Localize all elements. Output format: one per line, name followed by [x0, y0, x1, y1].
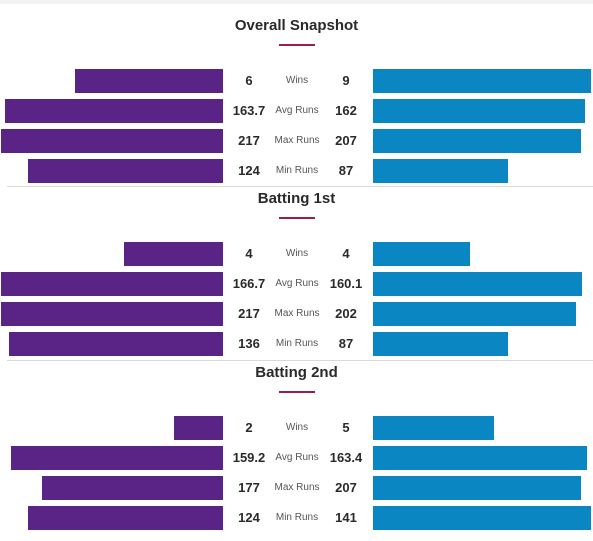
stat-row-wins: 6 Wins 9 [0, 69, 593, 93]
left-team-value: 124 [238, 510, 260, 525]
left-team-bar [28, 506, 223, 530]
stat-row-max-runs: 177 Max Runs 207 [0, 476, 593, 500]
left-team-bar [75, 69, 223, 93]
left-team-value: 6 [245, 73, 253, 88]
right-team-value: 162 [335, 103, 357, 118]
left-team-bar [5, 99, 223, 123]
left-team-bar [28, 159, 223, 183]
stat-label: Max Runs [274, 135, 320, 146]
right-team-bar [373, 446, 587, 470]
stat-label: Max Runs [274, 482, 320, 493]
right-team-value: 141 [335, 510, 357, 525]
section-3: Batting 2nd 2 Wins 5 159.2 Avg Runs 163.4 177 Ma… [0, 361, 593, 531]
left-team-value: 217 [238, 306, 260, 321]
stat-label: Wins [285, 75, 309, 86]
stat-row-min-runs: 136 Min Runs 87 [0, 332, 593, 356]
stat-label: Avg Runs [275, 105, 319, 116]
left-team-bar [11, 446, 223, 470]
right-team-value: 202 [335, 306, 357, 321]
section-title: Batting 2nd [255, 364, 338, 381]
right-team-bar [373, 272, 582, 296]
right-team-bar [373, 302, 576, 326]
stat-label: Max Runs [274, 308, 320, 319]
stat-row-avg-runs: 163.7 Avg Runs 162 [0, 99, 593, 123]
stat-label: Min Runs [275, 338, 319, 349]
right-team-bar [373, 506, 591, 530]
stat-label: Min Runs [275, 512, 319, 523]
right-team-value: 207 [335, 133, 357, 148]
left-team-value: 177 [238, 480, 260, 495]
left-team-bar [174, 416, 223, 440]
section-2: Batting 1st 4 Wins 4 166.7 Avg Runs 160.1 217 Ma… [0, 187, 593, 357]
stat-row-max-runs: 217 Max Runs 202 [0, 302, 593, 326]
left-team-bar [124, 242, 223, 266]
left-team-bar [1, 272, 223, 296]
right-team-bar [373, 129, 581, 153]
stat-row-wins: 4 Wins 4 [0, 242, 593, 266]
section-1: Overall Snapshot 6 Wins 9 163.7 Avg Runs 162 21… [0, 14, 593, 184]
section-title: Overall Snapshot [234, 17, 359, 34]
left-team-bar [9, 332, 223, 356]
top-border [0, 0, 593, 4]
right-team-value: 207 [335, 480, 357, 495]
section-divider [7, 186, 593, 187]
left-team-value: 163.7 [232, 103, 266, 118]
right-team-value: 9 [342, 73, 350, 88]
section-divider [7, 360, 593, 361]
right-team-bar [373, 242, 470, 266]
left-team-value: 4 [245, 246, 253, 261]
left-team-value: 136 [238, 336, 260, 351]
left-team-value: 159.2 [232, 450, 266, 465]
left-team-value: 166.7 [232, 276, 266, 291]
right-team-value: 163.4 [329, 450, 363, 465]
section-title-underline [279, 391, 315, 393]
right-team-bar [373, 159, 508, 183]
left-team-value: 124 [238, 163, 260, 178]
stat-label: Min Runs [275, 165, 319, 176]
left-team-bar [42, 476, 223, 500]
stat-row-avg-runs: 166.7 Avg Runs 160.1 [0, 272, 593, 296]
stat-label: Avg Runs [275, 452, 319, 463]
right-team-bar [373, 99, 585, 123]
right-team-value: 5 [342, 420, 350, 435]
stat-row-max-runs: 217 Max Runs 207 [0, 129, 593, 153]
stat-row-wins: 2 Wins 5 [0, 416, 593, 440]
right-team-value: 87 [338, 163, 354, 178]
right-team-value: 160.1 [329, 276, 363, 291]
stat-label: Wins [285, 248, 309, 259]
section-title-underline [279, 217, 315, 219]
right-team-bar [373, 476, 581, 500]
left-team-bar [1, 129, 223, 153]
right-team-bar [373, 332, 508, 356]
right-team-bar [373, 69, 591, 93]
right-team-value: 4 [342, 246, 350, 261]
section-title-underline [279, 44, 315, 46]
section-title: Batting 1st [257, 190, 336, 207]
left-team-value: 2 [245, 420, 253, 435]
stat-label: Wins [285, 422, 309, 433]
left-team-bar [1, 302, 223, 326]
right-team-bar [373, 416, 494, 440]
stat-row-min-runs: 124 Min Runs 87 [0, 159, 593, 183]
stat-row-min-runs: 124 Min Runs 141 [0, 506, 593, 530]
left-team-value: 217 [238, 133, 260, 148]
stat-label: Avg Runs [275, 278, 319, 289]
stat-row-avg-runs: 159.2 Avg Runs 163.4 [0, 446, 593, 470]
right-team-value: 87 [338, 336, 354, 351]
